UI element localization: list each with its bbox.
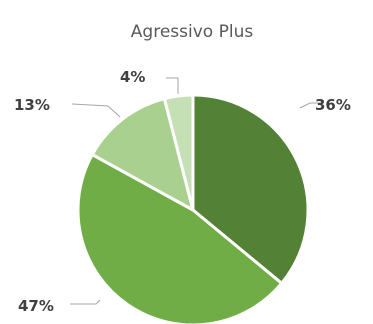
pie-slice	[76, 153, 284, 324]
leader-line	[71, 103, 121, 118]
leader-lines	[70, 77, 322, 305]
data-labels: 36% 47% 13% 4%	[14, 68, 351, 315]
leader-line	[299, 102, 322, 109]
pie-slices	[76, 93, 310, 324]
leader-line	[70, 299, 101, 305]
data-label: 4%	[120, 68, 145, 86]
leader-line	[166, 77, 179, 94]
pie-slice	[191, 93, 310, 285]
data-label: 36%	[315, 96, 351, 114]
data-label: 47%	[18, 297, 54, 315]
pie-slice	[162, 93, 195, 212]
pie-slice	[90, 97, 195, 212]
chart-title: Agressivo Plus	[131, 22, 254, 42]
data-label: 13%	[14, 96, 50, 114]
